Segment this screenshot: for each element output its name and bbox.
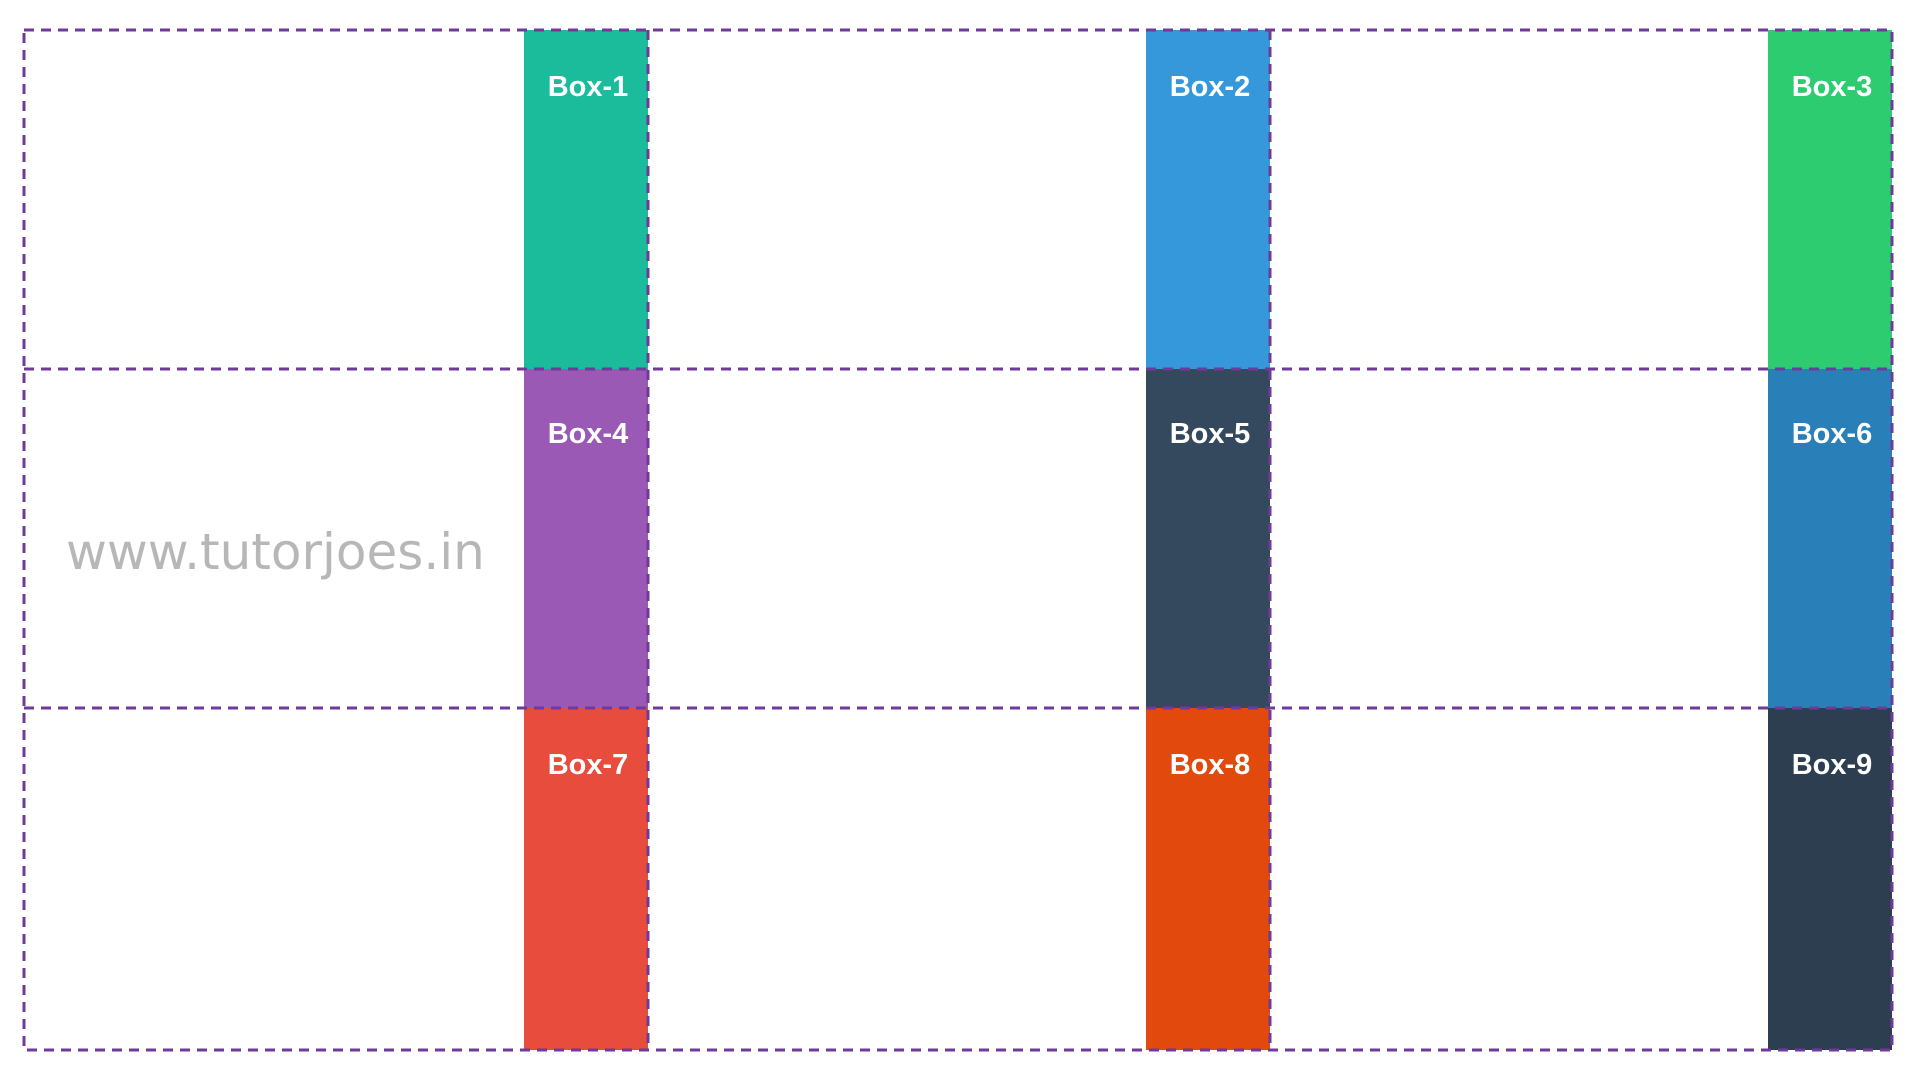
box-6-label: Box-6 [1792,418,1873,450]
box-9-label: Box-9 [1792,749,1873,781]
grid-cell-2: Box-2 [1146,30,1270,369]
box-3 [1768,30,1892,369]
box-2-label: Box-2 [1170,71,1251,103]
box-4-label: Box-4 [548,418,629,450]
grid-cell-7: Box-7 [524,708,648,1050]
box-1 [524,30,648,369]
box-2 [1146,30,1270,369]
box-8 [1146,708,1270,1050]
box-5 [1146,369,1270,708]
box-7 [524,708,648,1050]
grid-cell-3: Box-3 [1768,30,1892,369]
box-1-label: Box-1 [548,71,629,103]
box-3-label: Box-3 [1792,71,1873,103]
grid-lines [22,28,1894,1052]
box-8-label: Box-8 [1170,749,1251,781]
grid-cell-6: Box-6 [1768,369,1892,708]
grid-cell-1: Box-1 [524,30,648,369]
grid-cell-8: Box-8 [1146,708,1270,1050]
box-7-label: Box-7 [548,749,629,781]
box-5-label: Box-5 [1170,418,1251,450]
grid-cell-9: Box-9 [1768,708,1892,1050]
box-6 [1768,369,1892,708]
box-4 [524,369,648,708]
grid-cell-5: Box-5 [1146,369,1270,708]
box-9 [1768,708,1892,1050]
watermark-text: www.tutorjoes.in [66,523,485,581]
grid-cell-4: Box-4 [524,369,648,708]
